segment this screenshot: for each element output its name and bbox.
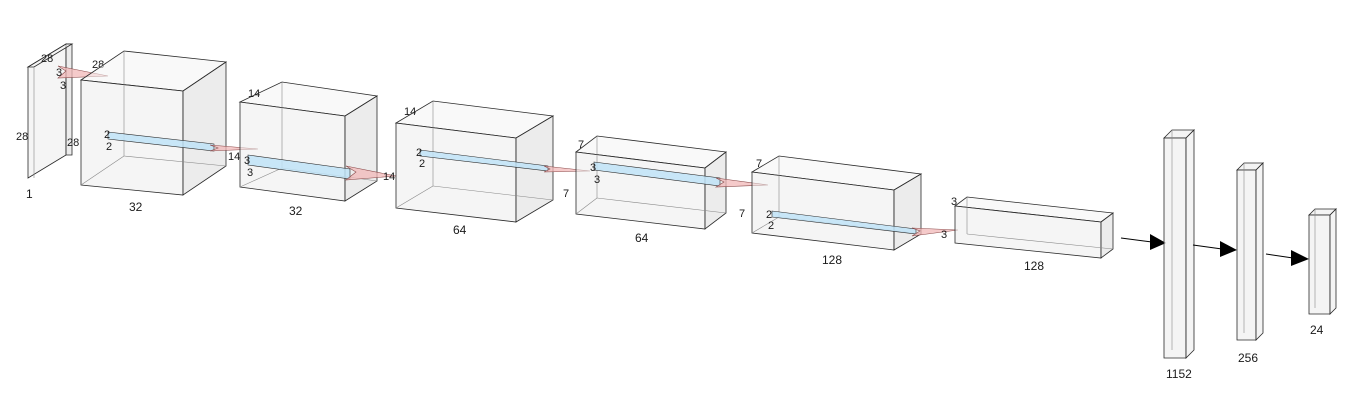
pool1-kernel-a-label: 3: [244, 155, 250, 167]
conv1-kernel-b-label: 2: [106, 141, 112, 153]
pool2-depth-label: 64: [635, 231, 649, 245]
fc1-bar: [1163, 129, 1195, 359]
pool2-kernel-b-label: 3: [594, 174, 600, 186]
pool1-out-a-label: 14: [228, 151, 240, 163]
pool3-out-a-label: 3: [941, 229, 947, 241]
fc3-units-label: 24: [1310, 323, 1324, 337]
conv3-side-label: 7: [739, 208, 745, 220]
arrow-icon: [1291, 250, 1309, 266]
pool3-depth-label: 128: [1024, 259, 1044, 273]
pool2-kernel-a-label: 3: [590, 162, 596, 174]
conv1-out-b-label: 28: [67, 137, 79, 149]
conv3-kernel-a-label: 2: [766, 209, 772, 221]
conv3-top-label: 7: [756, 158, 762, 170]
pool1-kernel-b-label: 3: [247, 167, 253, 179]
pool3-top-label: 3: [951, 196, 957, 208]
input-height-label: 28: [41, 53, 53, 65]
receptive-field-3: [345, 165, 397, 181]
conv2-out-a-label: 14: [383, 171, 395, 183]
conv3-depth-label: 128: [822, 253, 842, 267]
input-depth-label: 1: [26, 187, 33, 201]
arrow-icon: [1220, 241, 1237, 257]
pool1-depth-label: 32: [289, 204, 303, 218]
conv1-depth-label: 32: [129, 200, 143, 214]
pool2-out-a-label: 7: [563, 188, 569, 200]
input-kernel-b-label: 3: [60, 80, 66, 92]
conv1-box: [79, 50, 228, 196]
conv1-kernel-a-label: 2: [104, 129, 110, 141]
fc3-bar: [1308, 208, 1337, 315]
conv3-kernel-b-label: 2: [768, 220, 774, 232]
fc2-bar: [1236, 162, 1264, 341]
fc1-units-label: 1152: [1166, 367, 1192, 381]
input-kernel-a-label: 3: [56, 67, 62, 79]
receptive-field-6: [911, 227, 959, 237]
pool1-box: [238, 81, 379, 202]
arrow-icon: [1150, 234, 1166, 250]
conv2-top-label: 14: [404, 106, 416, 118]
conv2-kernel-a-label: 2: [416, 147, 422, 159]
pool2-top-label: 7: [578, 139, 584, 151]
input-width-label: 28: [16, 131, 28, 143]
conv2-kernel-b-label: 2: [419, 158, 425, 170]
conv2-depth-label: 64: [453, 223, 467, 237]
pool3-box: [953, 196, 1115, 259]
fc2-units-label: 256: [1238, 351, 1258, 365]
conv3-box: [750, 155, 923, 251]
pool1-top-label: 14: [248, 88, 260, 100]
